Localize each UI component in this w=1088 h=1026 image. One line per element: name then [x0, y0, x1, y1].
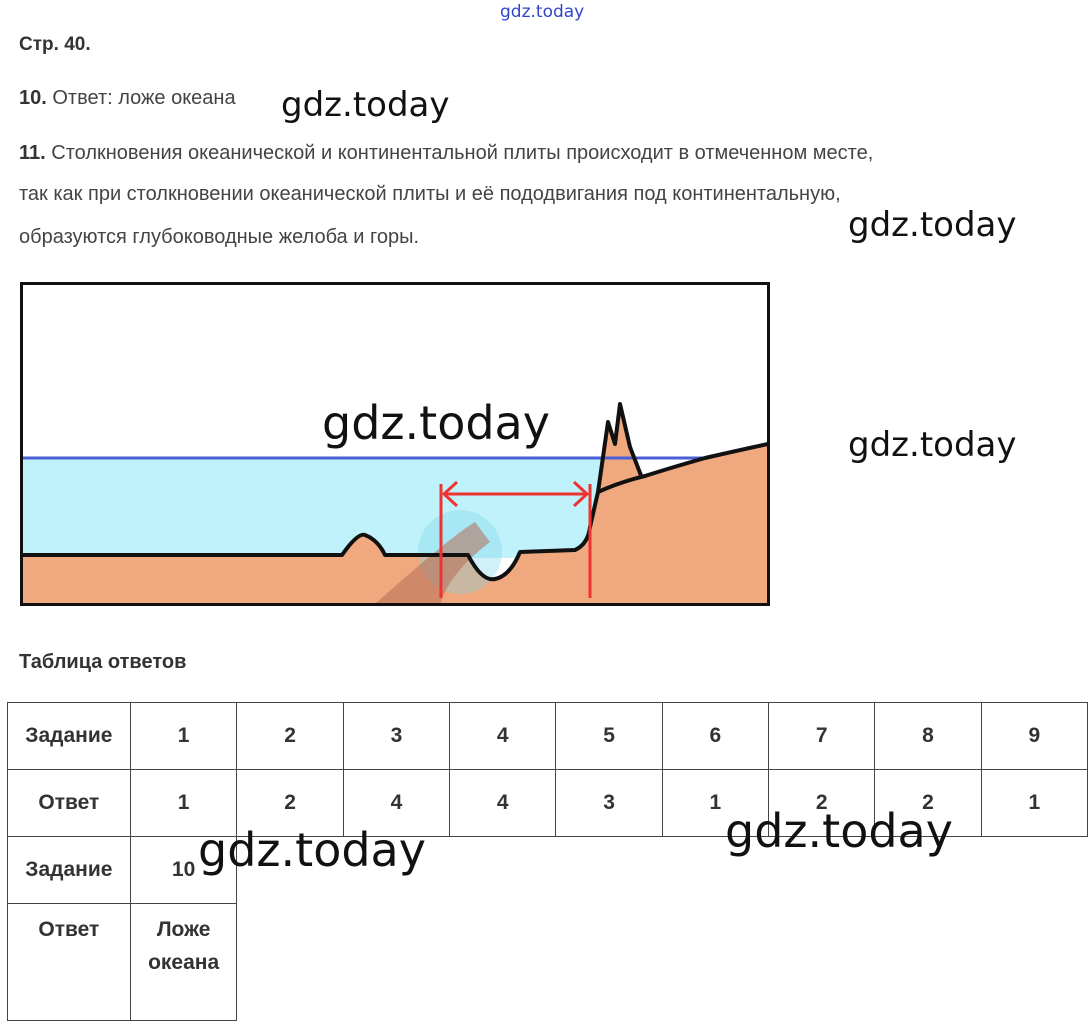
continent-outline: [597, 442, 769, 494]
table-cell: 4: [449, 769, 557, 837]
question-11-line-2: так как при столкновении океанической пл…: [19, 183, 841, 205]
table-cell: 2: [768, 769, 876, 837]
table-cell: 7: [768, 702, 876, 770]
page-title: Стр. 40.: [19, 34, 91, 55]
seabed-outline: [22, 402, 644, 582]
table-empty-space: [237, 904, 1088, 1021]
watermark-text: gdz.today: [198, 823, 426, 877]
table-cell: 9: [980, 702, 1088, 770]
table-cell: 1: [661, 769, 770, 837]
ocean-plate-diagram: [20, 282, 770, 606]
watermark-text: gdz.today: [725, 804, 953, 858]
ocean-floor: [22, 444, 768, 604]
table-cell: 8: [874, 702, 982, 770]
table-cell: Задание: [7, 702, 131, 770]
question-10-number: 10.: [19, 87, 47, 109]
answer-line-1: Ложе: [156, 918, 211, 941]
watermark-top: gdz.today: [500, 2, 585, 22]
answer-line-2: океана: [148, 950, 220, 974]
table-cell: 1: [129, 769, 238, 837]
table-row: Задание 1 2 3 4 5 6 7 8 9: [7, 702, 1088, 770]
ocean-water: [22, 458, 622, 558]
table-cell: 1: [980, 769, 1088, 837]
watermark-text: gdz.today: [848, 425, 1017, 465]
arrow-right: [572, 480, 590, 508]
table-cell: 2: [874, 769, 982, 837]
table-cell: Ответ: [7, 769, 131, 837]
table-row: Ответ Ложе океана: [7, 903, 1088, 1021]
table-cell: Ответ: [7, 903, 131, 1021]
question-11-line-1: 11. Столкновения океанической и континен…: [19, 142, 873, 165]
watermark-shape: [375, 522, 490, 604]
table-cell: 3: [342, 702, 451, 770]
table-cell: 10: [129, 836, 238, 904]
arrow-left: [441, 480, 459, 508]
table-cell: 5: [555, 702, 663, 770]
question-11-line-3: образуются глубоководные желоба и горы.: [19, 226, 419, 248]
table-cell: 2: [236, 702, 344, 770]
question-10-text: Ответ: ложе океана: [52, 87, 236, 109]
table-row: Ответ 1 2 4 4 3 1 2 2 1: [7, 769, 1088, 837]
table-title: Таблица ответов: [19, 651, 187, 673]
watermark-text: gdz.today: [281, 85, 450, 125]
question-11-text-1: Столкновения океанической и континенталь…: [51, 142, 874, 164]
watermark-text: gdz.today: [848, 205, 1017, 245]
table-cell-answer: Ложе океана: [129, 903, 238, 1021]
question-11-number: 11.: [19, 142, 46, 164]
table-cell: 1: [129, 702, 238, 770]
diagram-frame: [20, 282, 770, 606]
table-cell: 6: [661, 702, 770, 770]
table-cell: 4: [342, 769, 451, 837]
table-cell: 2: [236, 769, 344, 837]
table-cell: 3: [555, 769, 663, 837]
answers-table: Задание 1 2 3 4 5 6 7 8 9 Ответ 1 2 4 4 …: [7, 702, 1088, 1021]
table-row: Задание 10: [7, 836, 1088, 904]
table-cell: 4: [449, 702, 557, 770]
question-10: 10. Ответ: ложе океана: [19, 87, 236, 110]
table-cell: Задание: [7, 836, 131, 904]
watermark-text: gdz.today: [322, 396, 550, 450]
